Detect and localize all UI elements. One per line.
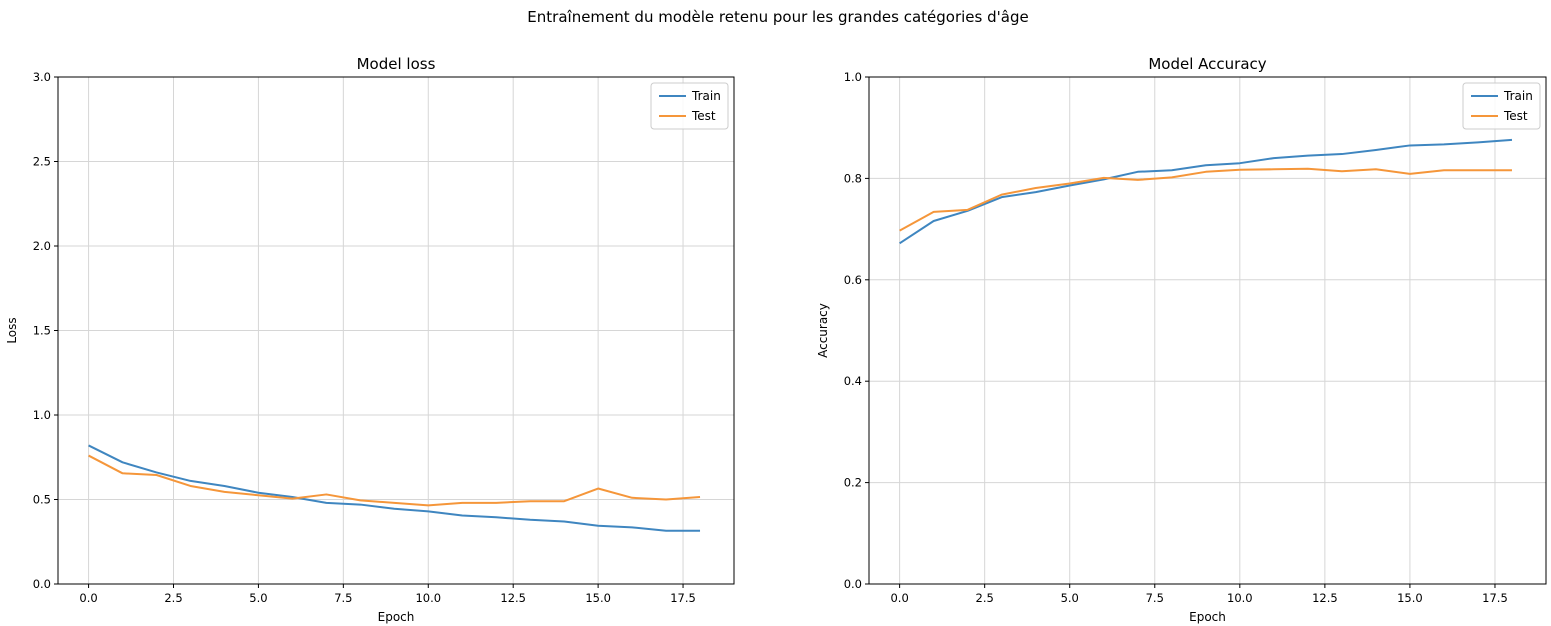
figure-suptitle: Entraînement du modèle retenu pour les g… bbox=[527, 8, 1028, 26]
loss-xtick-label-0: 0.0 bbox=[79, 591, 97, 605]
accuracy-legend: Train Test bbox=[1462, 82, 1541, 130]
loss-legend-box bbox=[650, 82, 729, 130]
accuracy-ytick-label-3: 0.6 bbox=[844, 273, 862, 287]
chart-loss: 0.0 2.5 5.0 7.5 10.0 12.5 15.0 17.5 0.0 0.5 1.0 1.5… bbox=[5, 55, 735, 624]
accuracy-xtick-label-2: 5.0 bbox=[1061, 591, 1079, 605]
loss-ylabel: Loss bbox=[5, 317, 19, 343]
accuracy-legend-box bbox=[1462, 82, 1541, 130]
loss-ytick-label-6: 3.0 bbox=[33, 70, 51, 84]
accuracy-legend-label-train: Train bbox=[1503, 89, 1533, 103]
loss-xtick-label-5: 12.5 bbox=[500, 591, 526, 605]
accuracy-ytick-label-4: 0.8 bbox=[844, 171, 862, 185]
accuracy-axes-frame bbox=[868, 76, 1547, 585]
accuracy-ytick-label-0: 0.0 bbox=[844, 577, 862, 591]
accuracy-xtick-label-5: 12.5 bbox=[1312, 591, 1338, 605]
loss-series-test bbox=[88, 454, 701, 507]
loss-legend-label-test: Test bbox=[691, 109, 716, 123]
accuracy-legend-label-test: Test bbox=[1503, 109, 1528, 123]
loss-series-train bbox=[88, 444, 701, 532]
accuracy-xtick-label-1: 2.5 bbox=[976, 591, 994, 605]
accuracy-ytick-label-1: 0.2 bbox=[844, 476, 862, 490]
loss-title: Model loss bbox=[357, 55, 436, 73]
accuracy-xtick-label-4: 10.0 bbox=[1227, 591, 1253, 605]
loss-grid bbox=[58, 76, 734, 585]
loss-ytick-label-4: 2.0 bbox=[33, 239, 51, 253]
accuracy-xtick-label-3: 7.5 bbox=[1146, 591, 1164, 605]
loss-ytick-label-1: 0.5 bbox=[33, 493, 51, 507]
accuracy-xtick-label-0: 0.0 bbox=[890, 591, 908, 605]
loss-xtick-label-3: 7.5 bbox=[334, 591, 352, 605]
accuracy-xlabel: Epoch bbox=[1189, 610, 1226, 624]
loss-xtick-label-4: 10.0 bbox=[415, 591, 441, 605]
loss-xlabel: Epoch bbox=[378, 610, 415, 624]
accuracy-series-test bbox=[899, 167, 1512, 232]
loss-ytick-label-5: 2.5 bbox=[33, 155, 51, 169]
loss-xtick-label-7: 17.5 bbox=[670, 591, 696, 605]
loss-xtick-label-2: 5.0 bbox=[249, 591, 267, 605]
accuracy-grid bbox=[869, 76, 1546, 585]
loss-ytick-label-2: 1.0 bbox=[33, 408, 51, 422]
loss-xtick-label-6: 15.0 bbox=[585, 591, 611, 605]
accuracy-title: Model Accuracy bbox=[1148, 55, 1266, 73]
chart-accuracy: 0.0 2.5 5.0 7.5 10.0 12.5 15.0 17.5 0.0 0.2 0.4 0.6… bbox=[816, 55, 1547, 624]
accuracy-xtick-label-7: 17.5 bbox=[1482, 591, 1508, 605]
loss-ytick-label-0: 0.0 bbox=[33, 577, 51, 591]
accuracy-series-train bbox=[899, 138, 1513, 245]
loss-legend-label-train: Train bbox=[691, 89, 721, 103]
loss-legend: Train Test bbox=[650, 82, 729, 130]
accuracy-ytick-label-2: 0.4 bbox=[844, 374, 862, 388]
accuracy-xtick-label-6: 15.0 bbox=[1397, 591, 1423, 605]
loss-ytick-label-3: 1.5 bbox=[33, 324, 51, 338]
accuracy-ytick-label-5: 1.0 bbox=[844, 70, 862, 84]
accuracy-ylabel: Accuracy bbox=[816, 303, 830, 358]
loss-xtick-label-1: 2.5 bbox=[164, 591, 182, 605]
